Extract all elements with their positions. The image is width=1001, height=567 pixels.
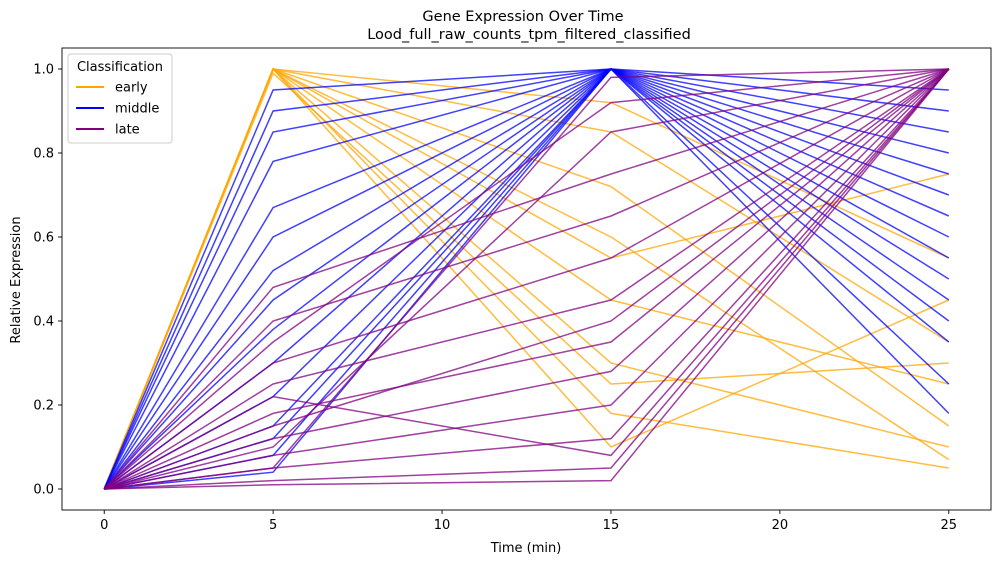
series-line-late — [103, 68, 950, 490]
y-tick-label: 0.2 — [33, 399, 54, 414]
series-line-middle — [103, 68, 950, 490]
legend-box — [67, 53, 173, 144]
y-tick-label: 1.0 — [33, 63, 54, 78]
series-lines — [103, 67, 950, 490]
y-tick-label: 0.8 — [33, 147, 54, 162]
series-line-late — [104, 68, 950, 490]
y-tick-label: 0.4 — [33, 315, 54, 330]
series-line-late — [103, 68, 950, 490]
series-line-middle — [103, 68, 949, 490]
x-axis-label: Time (min) — [490, 541, 562, 556]
x-tick-label: 20 — [772, 518, 789, 533]
series-line-late — [103, 68, 950, 490]
y-tick-label: 0.0 — [33, 483, 54, 498]
y-tick-label: 0.6 — [33, 231, 54, 246]
legend: Classification early middle late — [67, 53, 173, 144]
series-line-late — [104, 68, 949, 490]
series-line-late — [103, 68, 949, 490]
series-line-late — [104, 68, 950, 490]
chart-subtitle: Lood_full_raw_counts_tpm_filtered_classi… — [367, 27, 691, 43]
series-line-late — [103, 68, 950, 490]
series-line-late — [104, 68, 949, 490]
series-line-late — [103, 68, 950, 490]
legend-label-middle: middle — [115, 102, 159, 117]
legend-label-late: late — [115, 123, 140, 138]
x-tick-label: 0 — [100, 518, 108, 533]
series-line-middle — [103, 68, 950, 490]
legend-entries: early middle late — [76, 81, 159, 138]
series-line-late — [104, 68, 950, 490]
x-axis-ticks: 0 5 10 15 20 25 — [100, 510, 957, 533]
series-line-middle — [103, 68, 949, 490]
y-axis-ticks: 0.0 0.2 0.4 0.6 0.8 1.0 — [33, 63, 62, 498]
series-line-early — [103, 67, 949, 490]
plot-frame — [61, 47, 992, 511]
chart-title: Gene Expression Over Time — [422, 9, 623, 25]
series-line-late — [103, 68, 950, 490]
series-line-late — [103, 68, 950, 490]
series-line-middle — [103, 68, 950, 490]
legend-title: Classification — [77, 60, 163, 75]
y-axis-label: Relative Expression — [9, 216, 24, 343]
legend-label-early: early — [115, 81, 148, 96]
x-tick-label: 25 — [940, 518, 957, 533]
x-tick-label: 10 — [434, 518, 451, 533]
series-line-late — [103, 68, 950, 490]
series-line-early — [103, 71, 949, 490]
x-tick-label: 5 — [269, 518, 277, 533]
x-tick-label: 15 — [603, 518, 620, 533]
